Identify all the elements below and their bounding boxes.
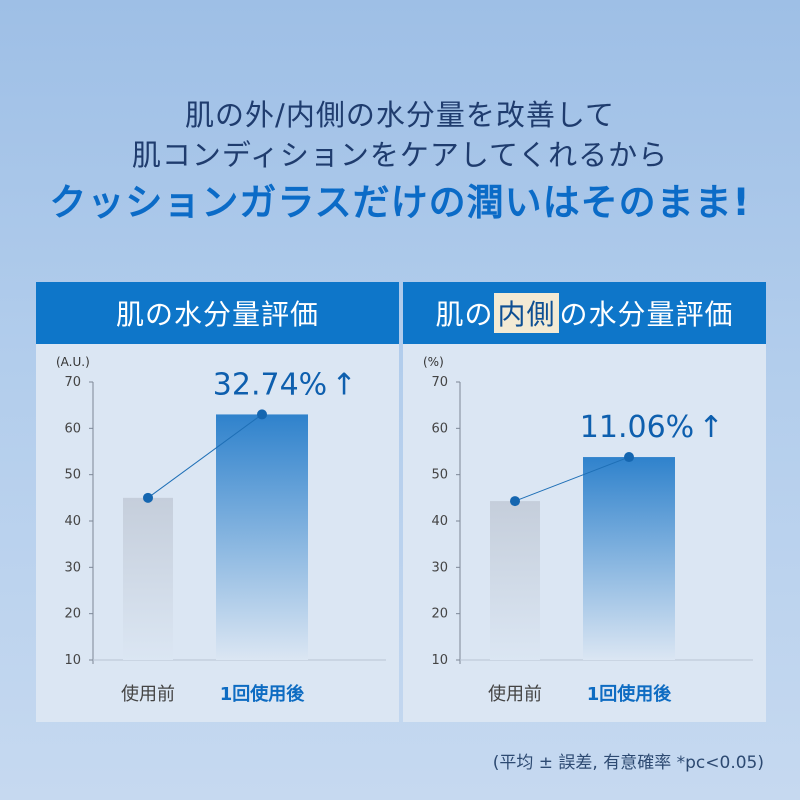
y-tick-label: 70 [431,375,448,390]
y-tick-label: 40 [431,514,448,529]
y-tick-label: 60 [64,421,81,436]
headline-line-3: クッションガラスだけの潤いはそのまま! [49,181,751,224]
chart-title-part: 肌の [435,298,494,331]
bar-after [583,457,675,660]
y-axis-unit-label: (%) [423,355,444,369]
data-point [624,452,634,463]
change-percent-label: 11.06% [580,410,694,445]
y-tick-label: 40 [64,514,81,529]
x-category-label: 1回使用後 [587,683,673,705]
headline-line-2: 肌コンディションをケアしてくれるから [131,138,669,172]
chart-panel-skin-moisture: 肌の水分量評価 (A.U.) 70 60 50 40 30 20 10 使用前 1回使用後 32.7… [36,282,399,722]
y-axis-unit-label: (A.U.) [56,355,90,369]
y-tick-label: 50 [431,468,448,483]
x-category-label: 1回使用後 [220,683,306,705]
change-percent-label: 32.74% [213,367,327,402]
y-tick-label: 60 [431,421,448,436]
x-category-label: 使用前 [488,684,542,705]
y-tick-label: 30 [64,560,81,575]
chart-title-part: の水分量評価 [559,298,734,331]
chart-panel-inner-moisture: 肌の 内側 の水分量評価 (%) 70 60 50 40 30 20 10 使用前 1回使用後 11.0… [403,282,766,722]
data-point [143,492,153,503]
y-tick-label: 20 [64,607,81,622]
trend-line [514,456,630,502]
chart-svg-inner-moisture: (%) 70 60 50 40 30 20 10 使用前 1回使用後 11.06% ↑ [423,355,753,705]
y-tick-label: 30 [431,560,448,575]
headline-line-1: 肌の外/内側の水分量を改善して [185,98,615,132]
y-tick-label: 70 [64,375,81,390]
chart-title-highlight: 内側 [494,293,559,333]
y-tick-label: 50 [64,468,81,483]
bar-after [216,414,308,660]
bar-before [490,501,540,660]
x-category-label: 使用前 [121,684,175,705]
data-point [257,409,267,420]
chart-title: 肌の 内側 の水分量評価 [403,282,766,344]
y-tick-label: 10 [431,653,448,668]
trend-line [147,414,263,499]
chart-svg-skin-moisture: (A.U.) 70 60 50 40 30 20 10 使用前 1回使用後 32.74% ↑ [56,355,386,705]
y-tick-label: 10 [64,653,81,668]
y-tick-label: 20 [431,607,448,622]
data-point [510,496,520,507]
up-arrow-icon: ↑ [331,367,356,402]
chart-title: 肌の水分量評価 [36,282,399,344]
up-arrow-icon: ↑ [698,410,723,445]
bar-before [123,497,173,660]
footnote: (平均 ± 誤差, 有意確率 *pc<0.05) [492,753,764,773]
